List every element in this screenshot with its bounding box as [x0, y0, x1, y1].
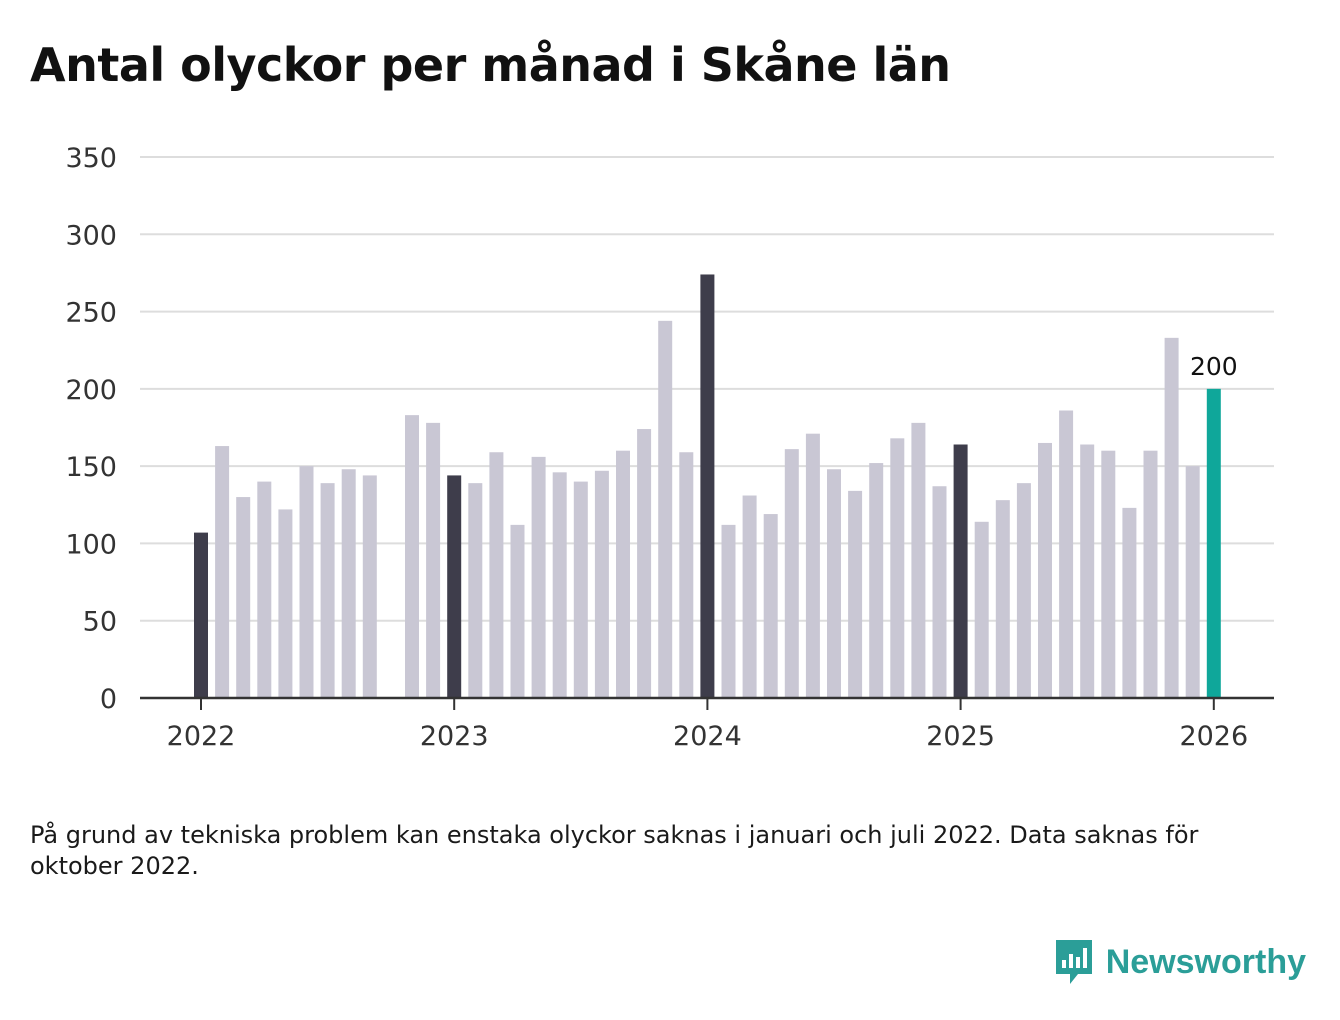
brand[interactable]: Newsworthy — [1054, 938, 1306, 986]
bar-2025-11 — [1164, 337, 1179, 698]
bar-2022-07 — [320, 483, 335, 698]
bar-2022-11 — [405, 415, 419, 698]
footnote: På grund av tekniska problem kan enstaka… — [30, 821, 1199, 880]
bar-2023-03 — [489, 452, 504, 698]
bar-2025-09 — [1122, 507, 1137, 698]
y-tick-label-0: 0 — [100, 684, 117, 715]
bar-2022-04 — [257, 481, 272, 698]
bar-2024-07 — [827, 469, 841, 698]
bar-2025-02 — [974, 521, 989, 698]
bar-2026-01 — [1206, 388, 1221, 698]
bar-2022-05 — [278, 509, 293, 698]
bar-2025-12 — [1185, 466, 1200, 698]
data-label-2026-01: 200 — [1190, 352, 1238, 381]
x-axis-ticks: 2022 2023 2024 2025 2026 — [167, 698, 1248, 752]
bar-2022-06 — [299, 466, 314, 698]
bar-2022-08 — [341, 469, 356, 698]
bar-2023-08 — [594, 470, 609, 698]
bar-2022-09 — [362, 475, 377, 698]
bar-2023-06 — [552, 472, 567, 698]
bar-2025-08 — [1101, 450, 1116, 698]
bar-2023-09 — [616, 450, 630, 698]
bar-2023-05 — [531, 456, 546, 698]
bar-2025-03 — [995, 500, 1010, 698]
y-tick-label-350: 350 — [65, 143, 117, 174]
bar-2025-07 — [1080, 444, 1095, 698]
newsworthy-logo-icon — [1055, 940, 1092, 984]
y-tick-label-100: 100 — [65, 529, 117, 560]
bar-2024-01 — [700, 274, 715, 698]
bar-2023-07 — [573, 481, 588, 698]
bar-2023-10 — [637, 429, 652, 698]
bar-2024-10 — [890, 438, 905, 698]
y-tick-label-250: 250 — [65, 298, 117, 329]
y-tick-label-50: 50 — [83, 607, 117, 638]
y-tick-label-200: 200 — [65, 375, 117, 406]
bar-2025-04 — [1016, 483, 1031, 698]
x-tick-label-2022: 2022 — [167, 721, 236, 752]
x-tick-label-2026: 2026 — [1179, 721, 1248, 752]
bar-2024-12 — [932, 486, 947, 698]
bars — [194, 274, 1221, 698]
bar-2023-11 — [658, 320, 673, 698]
bar-2024-11 — [911, 422, 926, 698]
y-axis-ticks: 0 50 100 150 200 250 300 350 — [65, 143, 117, 715]
bar-2024-04 — [763, 514, 778, 698]
bar-2024-09 — [869, 463, 884, 698]
bar-2024-03 — [742, 495, 757, 698]
bar-2024-08 — [848, 490, 863, 698]
bar-2024-05 — [784, 449, 799, 698]
bar-2023-01 — [447, 475, 462, 698]
bar-2022-12 — [426, 422, 441, 698]
bar-2025-06 — [1059, 410, 1074, 698]
bar-2022-02 — [215, 446, 230, 698]
bar-2023-12 — [679, 452, 694, 698]
bar-2025-01 — [953, 444, 968, 698]
bar-2023-02 — [468, 483, 483, 698]
x-tick-label-2024: 2024 — [673, 721, 742, 752]
chart-title: Antal olyckor per månad i Skåne län — [30, 38, 951, 92]
bar-2022-03 — [236, 497, 251, 698]
bar-2022-01 — [194, 532, 208, 698]
x-tick-label-2025: 2025 — [926, 721, 995, 752]
bar-2024-06 — [805, 433, 820, 698]
bar-2023-04 — [510, 524, 525, 698]
bar-2024-02 — [721, 524, 736, 698]
x-tick-label-2023: 2023 — [420, 721, 489, 752]
bar-2025-05 — [1038, 442, 1052, 698]
annotations: 200 — [1190, 352, 1238, 381]
bar-2025-10 — [1143, 450, 1158, 698]
brand-name: Newsworthy — [1105, 942, 1306, 981]
y-tick-label-300: 300 — [65, 220, 117, 251]
y-tick-label-150: 150 — [65, 452, 117, 483]
